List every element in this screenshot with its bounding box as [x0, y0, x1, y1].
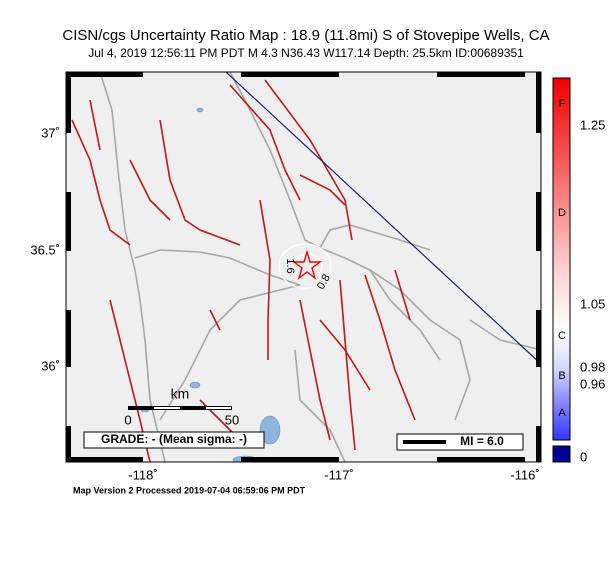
frame-segment	[536, 310, 541, 367]
map-background	[66, 72, 541, 462]
frame-segment	[241, 72, 339, 77]
lat-label: 37˚	[41, 125, 60, 140]
map-border	[65, 71, 542, 463]
map-frame	[66, 72, 541, 462]
colorbar: F D C B A 1.25 1.05 0.98 0.96 0	[552, 77, 605, 464]
lat-label: 36.5˚	[30, 242, 60, 257]
frame-segment	[241, 457, 339, 462]
contour-label: 1.6	[284, 258, 296, 273]
contour	[278, 243, 332, 289]
colorbar-value: 0.98	[580, 359, 605, 374]
lon-label: -118˚	[128, 467, 157, 482]
frame-segment	[66, 72, 143, 77]
scale-label: 50	[225, 412, 239, 427]
frame-segment	[437, 72, 525, 77]
colorbar-letter: F	[559, 98, 566, 110]
frame-segment	[66, 192, 71, 251]
lat-label: 36˚	[41, 358, 60, 373]
frame-segment	[66, 72, 71, 133]
colorbar-swatch	[552, 445, 571, 463]
frame-segment	[536, 192, 541, 251]
colorbar-letter: B	[558, 370, 565, 382]
grade: GRADE: - (Mean sigma: -)	[101, 432, 247, 446]
scale-unit: km	[171, 386, 190, 402]
frame-segment	[536, 426, 541, 462]
scale-bar	[154, 407, 180, 409]
colorbar-gradient	[552, 77, 571, 441]
title: CISN/cgs Uncertainty Ratio Map : 18.9 (1…	[62, 27, 549, 44]
colorbar-value: 0	[580, 449, 587, 464]
legend-box	[396, 433, 524, 451]
lon-label: -116˚	[510, 467, 539, 482]
scale-bar	[206, 407, 231, 409]
roads	[99, 72, 541, 462]
frame-segment	[536, 72, 541, 133]
subtitle: Jul 4, 2019 12:56:11 PM PDT M 4.3 N36.43…	[88, 46, 524, 60]
colorbar-value: 1.05	[580, 296, 605, 311]
legend-text: MI = 6.0	[460, 434, 504, 448]
frame-segment	[66, 310, 71, 367]
colorbar-letter: A	[558, 407, 566, 419]
frame-segment	[66, 457, 143, 462]
frame-segment	[66, 426, 71, 462]
epicenter	[291, 249, 323, 280]
frame-segment	[437, 457, 525, 462]
colorbar-letter: D	[558, 207, 566, 219]
grade-box	[83, 431, 265, 449]
colorbar-value: 0.96	[580, 376, 605, 391]
boundary	[225, 72, 541, 365]
lon-label: -117˚	[324, 467, 353, 482]
colorbar-letter: C	[558, 330, 566, 342]
colorbar-value: 1.25	[580, 117, 605, 132]
footer: Map Version 2 Processed 2019-07-04 06:59…	[73, 485, 306, 495]
map: 1.6 0.8 km 0 50 GRADE: - (Mean sigma: -)…	[65, 71, 542, 463]
faults	[71, 79, 416, 462]
scale-label: 0	[124, 412, 131, 427]
